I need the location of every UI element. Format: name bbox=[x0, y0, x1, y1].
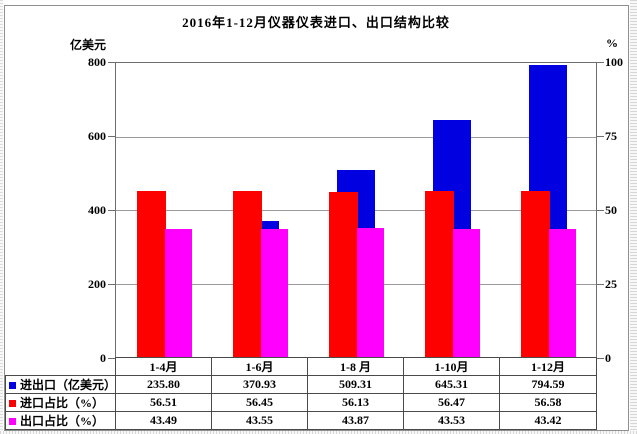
left-axis-label: 200 bbox=[88, 277, 106, 291]
table-row-total-trade: 进出口（亿美元） 235.80 370.93 509.31 645.31 794.59 bbox=[5, 375, 597, 394]
legend-label-export-share: 出口占比（%） bbox=[5, 411, 116, 430]
bar-export-share bbox=[452, 229, 480, 357]
right-axis-label: 100 bbox=[605, 55, 623, 69]
edge-hatch-bottom bbox=[0, 431, 637, 434]
left-axis-tick bbox=[108, 284, 115, 285]
bar-export-share bbox=[548, 229, 576, 357]
legend-label-total-trade: 进出口（亿美元） bbox=[5, 375, 116, 394]
edge-hatch-left bbox=[0, 0, 3, 434]
legend-swatch-total-trade bbox=[9, 382, 16, 389]
value-cell: 43.49 bbox=[115, 411, 212, 430]
right-axis-tick bbox=[597, 358, 604, 359]
right-axis-label: 25 bbox=[605, 277, 617, 291]
gridline bbox=[116, 136, 596, 138]
legend-label-import-share: 进口占比（%） bbox=[5, 393, 116, 412]
left-axis-label: 800 bbox=[88, 55, 106, 69]
value-cell: 43.87 bbox=[307, 411, 404, 430]
right-axis-tick bbox=[597, 62, 604, 63]
value-cell: 56.45 bbox=[211, 393, 308, 412]
right-axis-tick bbox=[597, 284, 604, 285]
left-axis-tick bbox=[108, 62, 115, 63]
value-cell: 43.42 bbox=[499, 411, 597, 430]
value-cell: 56.13 bbox=[307, 393, 404, 412]
value-cell: 794.59 bbox=[499, 375, 597, 394]
left-axis-tick bbox=[108, 210, 115, 211]
data-table-body: 1-4月 1-6月 1-8 月 1-10月 1-12月 进出口（亿美元） 235.80 370… bbox=[5, 357, 597, 430]
value-cell: 43.55 bbox=[211, 411, 308, 430]
value-cell: 43.53 bbox=[403, 411, 500, 430]
value-cell: 235.80 bbox=[115, 375, 212, 394]
data-table: 1-4月 1-6月 1-8 月 1-10月 1-12月 进出口（亿美元） 235.80 370… bbox=[5, 357, 597, 430]
bar-import-share bbox=[329, 191, 358, 357]
category-cell: 1-6月 bbox=[211, 357, 308, 376]
bar-export-share bbox=[164, 229, 192, 357]
bar-import-share bbox=[521, 190, 550, 357]
right-axis-label: 50 bbox=[605, 203, 617, 217]
right-axis-unit-label: % bbox=[606, 36, 618, 50]
right-axis-label: 75 bbox=[605, 129, 617, 143]
right-axis-label: 0 bbox=[605, 351, 611, 365]
right-axis-tick bbox=[597, 210, 604, 211]
chart-title: 2016年1-12月仪器仪表进口、出口结构比较 bbox=[182, 15, 450, 30]
edge-hatch-right bbox=[630, 0, 637, 434]
value-cell: 56.47 bbox=[403, 393, 500, 412]
value-cell: 56.51 bbox=[115, 393, 212, 412]
table-row-import-share: 进口占比（%） 56.51 56.45 56.13 56.47 56.58 bbox=[5, 393, 597, 412]
value-cell: 645.31 bbox=[403, 375, 500, 394]
right-axis-tick bbox=[597, 136, 604, 137]
left-axis-label: 0 bbox=[100, 351, 106, 365]
left-axis-tick bbox=[108, 136, 115, 137]
bar-import-share bbox=[425, 190, 454, 357]
legend-swatch-import-share bbox=[9, 400, 16, 407]
value-cell: 56.58 bbox=[499, 393, 597, 412]
category-cell: 1-10月 bbox=[403, 357, 500, 376]
legend-swatch-export-share bbox=[9, 418, 16, 425]
table-row-export-share: 出口占比（%） 43.49 43.55 43.87 43.53 43.42 bbox=[5, 411, 597, 430]
left-axis-unit-label: 亿美元 bbox=[69, 38, 106, 52]
category-cell: 1-4月 bbox=[115, 357, 212, 376]
plot-area bbox=[115, 62, 597, 358]
value-cell: 509.31 bbox=[307, 375, 404, 394]
bar-import-share bbox=[233, 191, 262, 357]
bar-import-share bbox=[137, 190, 166, 357]
left-axis-label: 400 bbox=[88, 203, 106, 217]
value-cell: 370.93 bbox=[211, 375, 308, 394]
category-cell: 1-12月 bbox=[499, 357, 597, 376]
left-axis-tick bbox=[108, 358, 115, 359]
category-cell: 1-8 月 bbox=[307, 357, 404, 376]
bar-export-share bbox=[356, 228, 384, 357]
left-axis-label: 600 bbox=[88, 129, 106, 143]
bar-export-share bbox=[260, 228, 288, 357]
